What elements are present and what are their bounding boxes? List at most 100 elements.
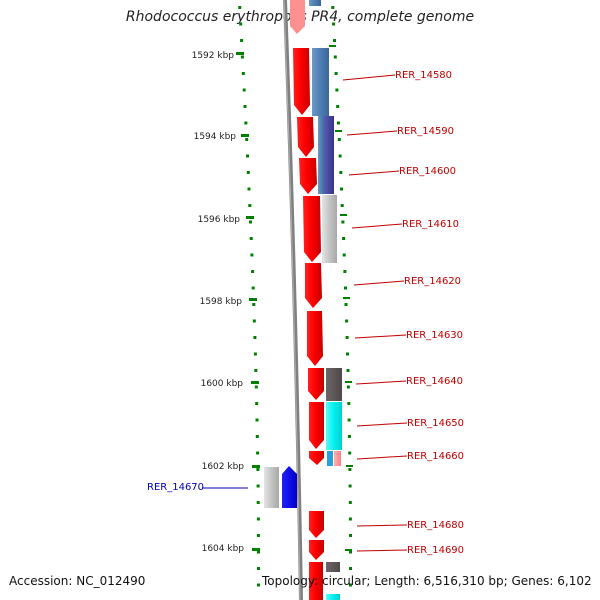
genome-backbone-highlight bbox=[283, 0, 301, 600]
coordinate-dot bbox=[239, 22, 243, 26]
coordinate-dot bbox=[334, 72, 338, 75]
gene-arrow-rer-14650 bbox=[309, 402, 324, 449]
coordinate-dot bbox=[348, 501, 352, 504]
coordinate-dot bbox=[249, 220, 252, 224]
coordinate-dot bbox=[255, 435, 259, 438]
coordinate-dot bbox=[255, 402, 259, 405]
coordinate-dot bbox=[335, 88, 339, 92]
gene-arrow-rer-14680 bbox=[309, 511, 324, 538]
coordinate-dot bbox=[253, 352, 257, 356]
coordinate-dot bbox=[347, 402, 351, 405]
coordinate-dot bbox=[241, 72, 245, 75]
coordinate-dot bbox=[331, 6, 335, 9]
gene-label-rer-14600[interactable]: RER_14600 bbox=[399, 166, 456, 177]
coord-tick-label: 1602 kbp bbox=[202, 462, 245, 472]
gene-arrow-rer-14580 bbox=[293, 48, 310, 115]
gene-arrow-rer-14640 bbox=[308, 368, 324, 400]
inner-ticks bbox=[329, 45, 353, 551]
coordinate-dot bbox=[257, 567, 260, 570]
coordinate-dot bbox=[254, 369, 258, 372]
coord-tick-1598 bbox=[249, 298, 257, 301]
coordinate-dot bbox=[348, 468, 352, 471]
coordinate-dot bbox=[345, 336, 349, 339]
gene-arrow-rer-14600 bbox=[299, 158, 317, 194]
coordinate-dot bbox=[249, 237, 253, 240]
gene-arrow-rer-14670 bbox=[282, 466, 297, 508]
coordinate-dot bbox=[337, 138, 341, 141]
coordinate-dot bbox=[336, 105, 340, 108]
coord-tick-1596 bbox=[246, 216, 254, 219]
gene-arrow-rer-14660 bbox=[309, 451, 324, 465]
coordinate-dot bbox=[347, 435, 351, 438]
coordinate-dot bbox=[346, 352, 349, 356]
feature-block bbox=[326, 368, 342, 401]
coordinate-dot bbox=[341, 220, 345, 224]
coordinate-dot bbox=[253, 336, 257, 339]
coordinate-dot bbox=[238, 6, 242, 9]
coordinate-dot bbox=[349, 583, 352, 587]
gene-arrow-rer-14690 bbox=[309, 540, 324, 560]
coordinate-dot bbox=[346, 385, 350, 389]
coord-tick-1594 bbox=[241, 134, 249, 137]
feature-block bbox=[326, 562, 340, 572]
coordinate-dot bbox=[252, 319, 256, 323]
feature-block bbox=[318, 116, 325, 194]
gene-label-rer-14580[interactable]: RER_14580 bbox=[395, 70, 452, 81]
coordinate-dot bbox=[248, 204, 252, 207]
coordinate-dot bbox=[240, 39, 244, 42]
coordinate-dot bbox=[333, 39, 336, 42]
coordinate-dot bbox=[243, 105, 247, 108]
feature-block bbox=[312, 48, 329, 116]
coordinate-dot bbox=[256, 517, 260, 521]
coordinate-dot bbox=[339, 171, 343, 174]
coordinate-dot bbox=[332, 22, 336, 26]
feature-block bbox=[326, 594, 340, 600]
gene-label-rer-14590[interactable]: RER_14590 bbox=[397, 126, 454, 137]
accession-text: Accession: NC_012490 bbox=[9, 574, 146, 588]
coordinate-dot bbox=[346, 369, 350, 372]
inner-coordinate-dots bbox=[331, 6, 352, 587]
gene-arrow-rer-14630 bbox=[307, 311, 323, 366]
coordinate-dot bbox=[240, 55, 244, 59]
gene-label-rer-14630[interactable]: RER_14630 bbox=[406, 330, 463, 341]
feature-block bbox=[309, 0, 321, 6]
coordinate-dot bbox=[251, 270, 255, 273]
coordinate-dot bbox=[333, 55, 337, 59]
gene-label-rer-14680[interactable]: RER_14680 bbox=[407, 520, 464, 531]
coordinate-dot bbox=[343, 270, 347, 273]
coordinate-dot bbox=[345, 319, 349, 323]
gene-label-rer-14660[interactable]: RER_14660 bbox=[407, 451, 464, 462]
coordinate-dot bbox=[256, 484, 260, 488]
outer-coordinate-dots bbox=[238, 6, 260, 587]
gene-arrow-partial-bottom bbox=[309, 562, 323, 600]
coordinate-dot bbox=[256, 451, 260, 455]
gene-label-rer-14620[interactable]: RER_14620 bbox=[404, 276, 461, 287]
gene-label-rer-14670[interactable]: RER_14670 bbox=[147, 482, 204, 493]
coordinate-dot bbox=[244, 121, 248, 125]
coordinate-dot bbox=[342, 237, 346, 240]
gene-label-rer-14650[interactable]: RER_14650 bbox=[407, 418, 464, 429]
coordinate-dot bbox=[247, 187, 251, 191]
genome-backbone bbox=[283, 0, 303, 600]
coord-tick-label: 1600 kbp bbox=[201, 379, 244, 389]
feature-block bbox=[326, 402, 342, 450]
coordinate-dot bbox=[250, 253, 254, 257]
gene-label-rer-14690[interactable]: RER_14690 bbox=[407, 545, 464, 556]
coordinate-dot bbox=[257, 583, 260, 587]
coordinate-dot bbox=[347, 418, 351, 422]
coordinate-dot bbox=[245, 138, 249, 141]
coord-tick-label: 1592 kbp bbox=[192, 51, 235, 61]
gene-arrow-rer-14620 bbox=[305, 263, 322, 308]
coordinate-dot bbox=[344, 303, 348, 306]
coordinate-dot bbox=[242, 88, 246, 92]
gene-label-rer-14640[interactable]: RER_14640 bbox=[406, 376, 463, 387]
coord-tick-label: 1594 kbp bbox=[194, 132, 237, 142]
feature-track bbox=[264, 0, 342, 600]
coordinate-dot bbox=[348, 484, 352, 488]
coordinate-dot bbox=[246, 154, 249, 158]
gene-arrow-rer-14610 bbox=[303, 196, 321, 262]
coordinate-dot bbox=[344, 286, 347, 290]
gene-label-rer-14610[interactable]: RER_14610 bbox=[402, 219, 459, 230]
coordinate-axis: 1592 kbp 1594 kbp 1596 kbp 1598 kbp 1600… bbox=[192, 51, 260, 554]
coordinate-dot bbox=[340, 204, 344, 207]
